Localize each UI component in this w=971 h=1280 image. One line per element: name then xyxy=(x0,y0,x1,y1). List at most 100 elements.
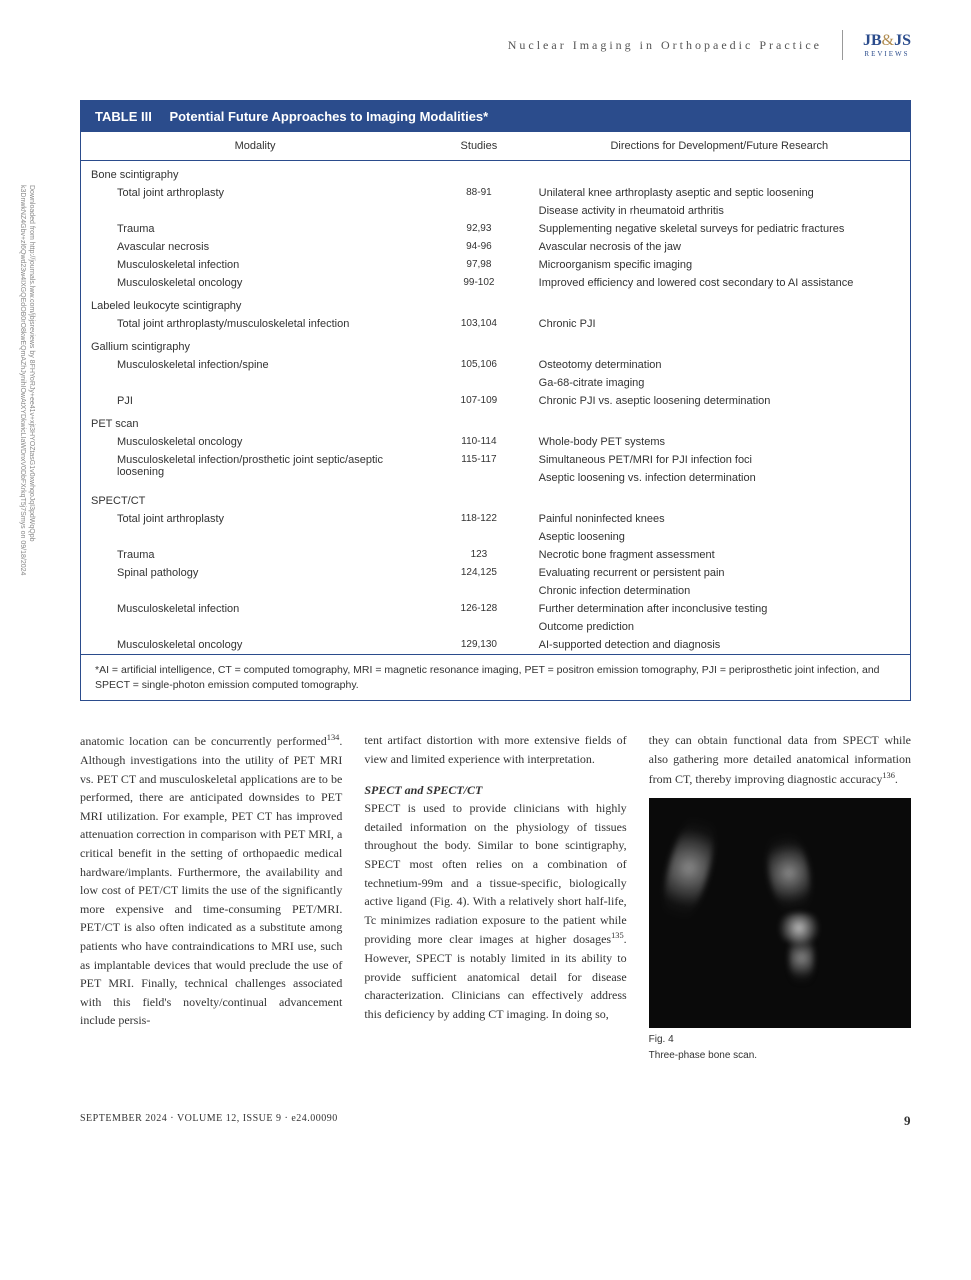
header-divider xyxy=(842,30,843,60)
table-row: Spinal pathology124,125Evaluating recurr… xyxy=(81,564,910,582)
logo-subtitle: REVIEWS xyxy=(864,50,909,58)
cell-modality: Musculoskeletal infection xyxy=(81,256,429,274)
table-data: Modality Studies Directions for Developm… xyxy=(81,132,910,654)
logo-text-left: JB xyxy=(863,32,882,49)
table-row: Avascular necrosis94-96Avascular necrosi… xyxy=(81,238,910,256)
cell-modality: Spinal pathology xyxy=(81,564,429,600)
group-name: Bone scintigraphy xyxy=(81,161,910,185)
cell-direction: Chronic PJI vs. aseptic loosening determ… xyxy=(529,392,910,410)
cell-modality: Trauma xyxy=(81,546,429,564)
bone-scan-image xyxy=(649,798,911,1028)
cell-direction: Disease activity in rheumatoid arthritis xyxy=(529,202,910,220)
section-heading-spect: SPECT and SPECT/CT xyxy=(364,781,626,800)
cell-direction: Avascular necrosis of the jaw xyxy=(529,238,910,256)
cell-modality: Total joint arthroplasty xyxy=(81,510,429,546)
col3-text: they can obtain functional data from SPE… xyxy=(649,731,911,788)
cell-studies: 99-102 xyxy=(429,274,528,292)
cell-studies: 107-109 xyxy=(429,392,528,410)
group-name: Labeled leukocyte scintigraphy xyxy=(81,292,910,315)
group-name: Gallium scintigraphy xyxy=(81,333,910,356)
cell-modality: Total joint arthroplasty xyxy=(81,184,429,220)
cell-studies: 103,104 xyxy=(429,315,528,333)
cell-direction: Chronic infection determination xyxy=(529,582,910,600)
cell-direction: Ga-68-citrate imaging xyxy=(529,374,910,392)
cell-modality: Avascular necrosis xyxy=(81,238,429,256)
column-3: they can obtain functional data from SPE… xyxy=(649,731,911,1063)
table-group-row: Labeled leukocyte scintigraphy xyxy=(81,292,910,315)
cell-direction: Supplementing negative skeletal surveys … xyxy=(529,220,910,238)
group-name: SPECT/CT xyxy=(81,487,910,510)
figure-caption-text: Three-phase bone scan. xyxy=(649,1050,757,1061)
table-row: Musculoskeletal oncology129,130AI-suppor… xyxy=(81,636,910,654)
cell-direction: AI-supported detection and diagnosis xyxy=(529,636,910,654)
cell-studies: 94-96 xyxy=(429,238,528,256)
cell-modality: Trauma xyxy=(81,220,429,238)
col-header-studies: Studies xyxy=(429,132,528,161)
cell-direction: Evaluating recurrent or persistent pain xyxy=(529,564,910,582)
running-title: Nuclear Imaging in Orthopaedic Practice xyxy=(508,38,822,53)
cell-modality: PJI xyxy=(81,392,429,410)
table-row: Musculoskeletal infection126-128Further … xyxy=(81,600,910,618)
footer-issue: SEPTEMBER 2024 · VOLUME 12, ISSUE 9 · e2… xyxy=(80,1113,338,1129)
page-footer: SEPTEMBER 2024 · VOLUME 12, ISSUE 9 · e2… xyxy=(80,1113,911,1129)
cell-studies: 118-122 xyxy=(429,510,528,546)
cell-modality: Musculoskeletal oncology xyxy=(81,433,429,451)
column-1: anatomic location can be concurrently pe… xyxy=(80,731,342,1063)
table-row: Musculoskeletal infection97,98Microorgan… xyxy=(81,256,910,274)
col-header-modality: Modality xyxy=(81,132,429,161)
table-row: Musculoskeletal infection/prosthetic joi… xyxy=(81,451,910,469)
col2-text-before: tent artifact distortion with more exten… xyxy=(364,731,626,768)
cell-modality: Total joint arthroplasty/musculoskeletal… xyxy=(81,315,429,333)
col-header-directions: Directions for Development/Future Resear… xyxy=(529,132,910,161)
cell-studies: 97,98 xyxy=(429,256,528,274)
cell-direction: Painful noninfected knees xyxy=(529,510,910,528)
table-group-row: SPECT/CT xyxy=(81,487,910,510)
cell-studies: 126-128 xyxy=(429,600,528,636)
table-3: TABLE III Potential Future Approaches to… xyxy=(80,100,911,701)
table-title: Potential Future Approaches to Imaging M… xyxy=(169,109,488,124)
figure-4: Fig. 4 Three-phase bone scan. xyxy=(649,798,911,1063)
cell-direction: Aseptic loosening xyxy=(529,528,910,546)
column-2: tent artifact distortion with more exten… xyxy=(364,731,626,1063)
table-row: Trauma123Necrotic bone fragment assessme… xyxy=(81,546,910,564)
cell-direction: Improved efficiency and lowered cost sec… xyxy=(529,274,910,292)
cell-studies: 92,93 xyxy=(429,220,528,238)
table-row: Total joint arthroplasty/musculoskeletal… xyxy=(81,315,910,333)
journal-logo: JB&JS REVIEWS xyxy=(863,32,911,58)
cell-studies: 105,106 xyxy=(429,356,528,392)
cell-direction: Necrotic bone fragment assessment xyxy=(529,546,910,564)
cell-studies: 110-114 xyxy=(429,433,528,451)
cell-direction: Simultaneous PET/MRI for PJI infection f… xyxy=(529,451,910,469)
table-group-row: Gallium scintigraphy xyxy=(81,333,910,356)
table-row: Musculoskeletal infection/spine105,106Os… xyxy=(81,356,910,374)
logo-ampersand: & xyxy=(882,32,894,49)
cell-studies: 115-117 xyxy=(429,451,528,487)
table-row: Total joint arthroplasty118-122Painful n… xyxy=(81,510,910,528)
table-row: Musculoskeletal oncology110-114Whole-bod… xyxy=(81,433,910,451)
cell-studies: 124,125 xyxy=(429,564,528,600)
cell-modality: Musculoskeletal infection/spine xyxy=(81,356,429,392)
figure-label: Fig. 4 xyxy=(649,1034,674,1045)
col2-text-after: SPECT is used to provide clinicians with… xyxy=(364,799,626,1023)
body-columns: anatomic location can be concurrently pe… xyxy=(80,731,911,1063)
table-title-bar: TABLE III Potential Future Approaches to… xyxy=(81,101,910,132)
cell-direction: Osteotomy determination xyxy=(529,356,910,374)
cell-direction: Unilateral knee arthroplasty aseptic and… xyxy=(529,184,910,202)
group-name: PET scan xyxy=(81,410,910,433)
page-number: 9 xyxy=(904,1113,911,1129)
cell-studies: 88-91 xyxy=(429,184,528,220)
col1-text: anatomic location can be concurrently pe… xyxy=(80,731,342,1030)
page-header: Nuclear Imaging in Orthopaedic Practice … xyxy=(80,30,911,60)
cell-direction: Microorganism specific imaging xyxy=(529,256,910,274)
table-row: PJI107-109Chronic PJI vs. aseptic loosen… xyxy=(81,392,910,410)
cell-modality: Musculoskeletal infection xyxy=(81,600,429,636)
logo-text-right: JS xyxy=(894,32,911,49)
cell-studies: 123 xyxy=(429,546,528,564)
table-row: Musculoskeletal oncology99-102Improved e… xyxy=(81,274,910,292)
download-watermark: Downloaded from http://journals.lww.com/… xyxy=(18,185,36,805)
cell-direction: Outcome prediction xyxy=(529,618,910,636)
table-number: TABLE III xyxy=(95,109,152,124)
cell-direction: Whole-body PET systems xyxy=(529,433,910,451)
table-row: Total joint arthroplasty88-91Unilateral … xyxy=(81,184,910,202)
cell-direction: Further determination after inconclusive… xyxy=(529,600,910,618)
